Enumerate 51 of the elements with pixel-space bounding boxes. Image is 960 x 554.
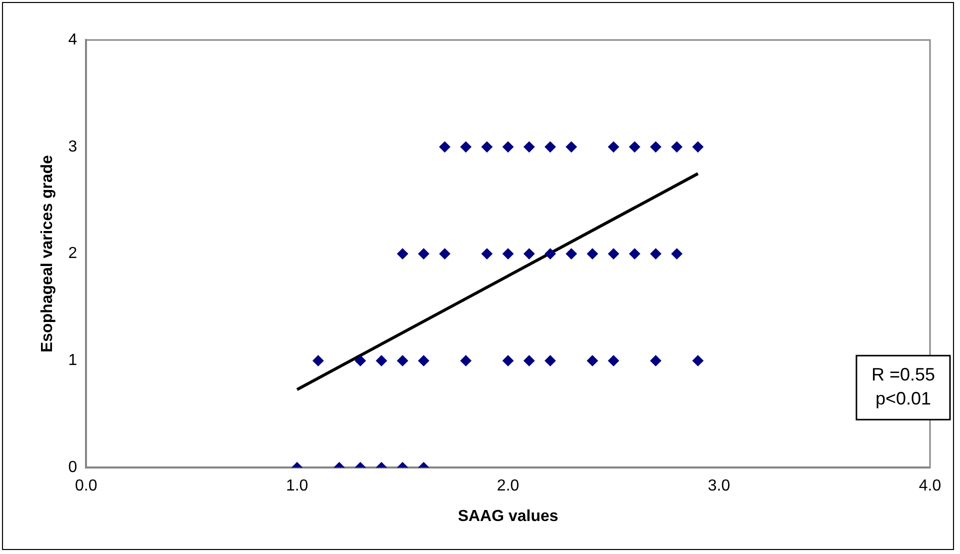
point — [586, 248, 598, 260]
point — [650, 355, 662, 366]
point — [439, 141, 450, 152]
x-tick-label: 0.0 — [74, 478, 98, 495]
point — [586, 355, 598, 366]
point — [544, 141, 556, 152]
y-tick-label: 2 — [68, 245, 78, 262]
point — [692, 355, 704, 366]
x-tick-label: 3.0 — [708, 478, 730, 495]
point — [397, 355, 408, 366]
point — [650, 141, 662, 152]
point — [418, 248, 430, 260]
x-tick-label: 4.0 — [918, 478, 942, 495]
point — [629, 248, 640, 260]
point — [544, 248, 556, 260]
point — [376, 355, 387, 366]
point — [566, 248, 577, 260]
y-axis-title: Esophageal varices grade — [39, 154, 56, 353]
point — [502, 141, 514, 152]
point — [312, 355, 324, 366]
point — [460, 355, 472, 366]
point — [439, 248, 450, 260]
point — [481, 141, 492, 152]
point — [566, 141, 577, 152]
point — [524, 248, 535, 260]
point — [460, 141, 472, 152]
point — [502, 355, 514, 366]
annotation: R =0.55 p<0.01 — [871, 364, 935, 409]
x-tick-label: 2.0 — [496, 478, 520, 495]
x-tick-label: 1.0 — [286, 478, 308, 495]
point — [608, 248, 620, 260]
y-tick-label: 4 — [68, 31, 78, 48]
point — [418, 355, 430, 366]
y-tick-label: 0 — [68, 459, 78, 476]
point — [502, 248, 514, 260]
point — [397, 248, 408, 260]
point — [671, 141, 682, 152]
point — [354, 355, 366, 366]
point — [629, 141, 640, 152]
y-tick-label: 1 — [68, 352, 78, 370]
point — [608, 355, 620, 366]
point — [650, 248, 662, 260]
x-axis-title: SAAG values — [458, 508, 558, 525]
point — [524, 141, 535, 152]
point — [608, 141, 620, 152]
point — [524, 355, 535, 366]
point — [692, 141, 704, 152]
point — [544, 355, 556, 366]
point — [481, 248, 492, 260]
y-tick-label: 3 — [68, 138, 78, 156]
point — [671, 248, 682, 260]
